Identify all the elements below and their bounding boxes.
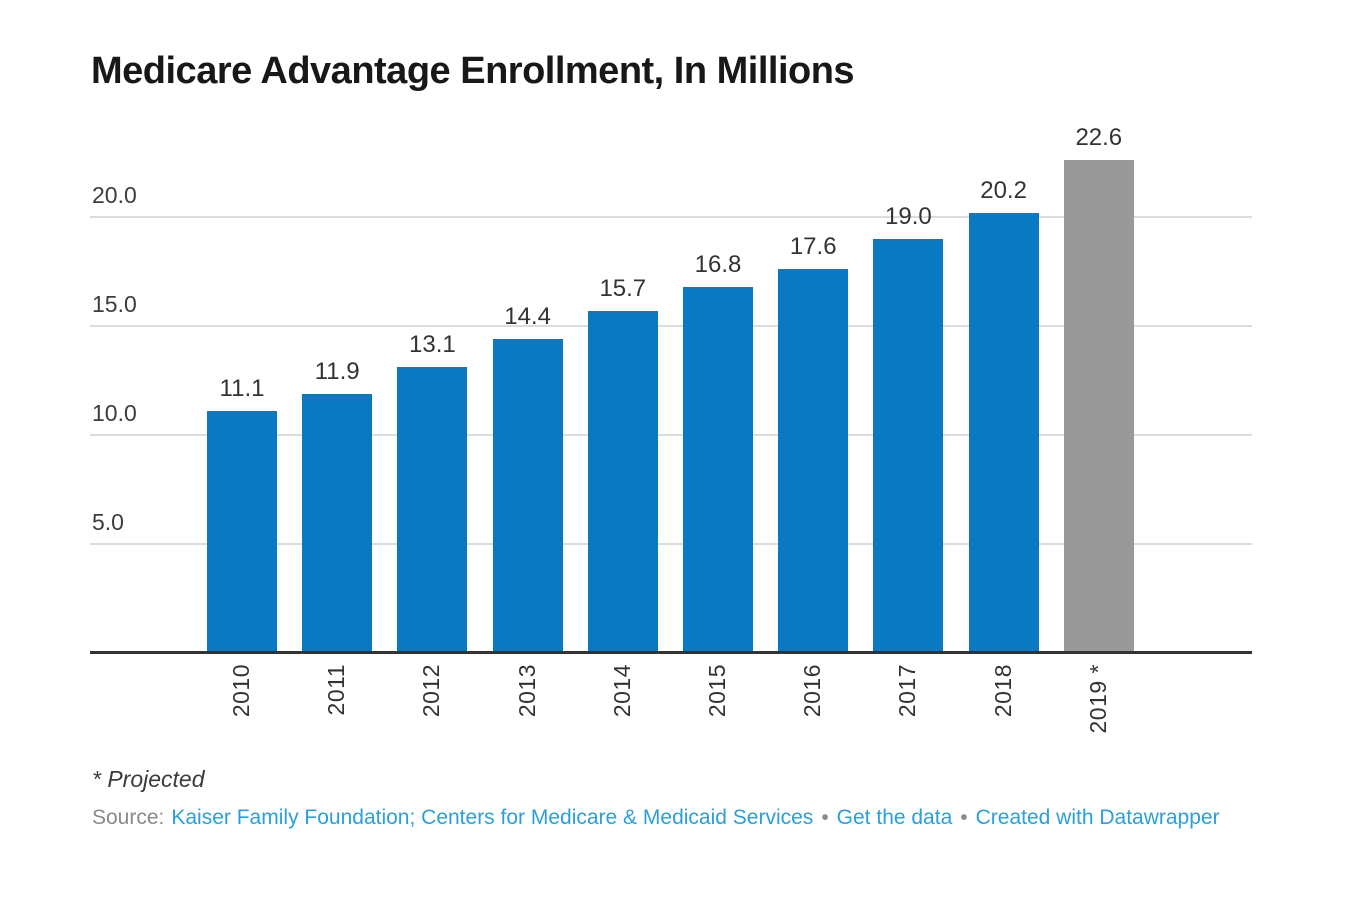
bar-2018 — [968, 213, 1039, 653]
separator-dot: • — [821, 806, 829, 829]
x-axis-tick-label: 2013 — [513, 664, 540, 718]
x-axis-tick-label: 2016 — [799, 664, 826, 718]
bar-2013 — [492, 339, 563, 653]
bar-value-label: 11.9 — [314, 358, 360, 385]
bar-value-label: 19.0 — [885, 203, 932, 230]
chart-title: Medicare Advantage Enrollment, In Millio… — [91, 50, 855, 92]
bar-2019-projected — [1063, 160, 1134, 653]
bar-value-label: 14.4 — [504, 303, 551, 330]
bar-value-label: 11.1 — [219, 375, 265, 402]
x-axis-tick-label: 2010 — [228, 664, 254, 718]
x-axis-tick-label: 2012 — [418, 664, 445, 718]
bar-value-label: 22.6 — [1075, 124, 1123, 151]
x-axis-line — [90, 651, 1252, 654]
x-axis-tick-label: 2019 * — [1084, 664, 1111, 734]
bar-value-label: 15.7 — [599, 275, 647, 302]
bar-2011 — [302, 394, 373, 653]
x-axis-tick-label: 2017 — [894, 664, 921, 718]
gridline-20.0 — [90, 216, 1252, 218]
gridline-10.0 — [90, 434, 1252, 436]
x-axis-tick-label: 2014 — [608, 664, 635, 718]
separator-dot: • — [960, 806, 968, 829]
bar-2016 — [778, 269, 849, 653]
source-line: Source: Kaiser Family Foundation; Centers… — [92, 806, 1220, 830]
bar-value-label: 17.6 — [789, 233, 837, 260]
bar-2017 — [873, 239, 944, 653]
x-axis-tick-label: 2011 — [323, 664, 350, 716]
bar-value-label: 20.2 — [980, 177, 1027, 204]
gridline-15.0 — [90, 325, 1252, 327]
y-axis-tick-label: 20.0 — [92, 182, 137, 208]
get-data-link[interactable]: Get the data — [836, 806, 953, 829]
bar-2012 — [397, 367, 468, 653]
y-axis-tick-label: 10.0 — [92, 400, 137, 426]
datawrapper-credit-link[interactable]: Created with Datawrapper — [975, 806, 1220, 829]
bar-value-label: 16.8 — [694, 251, 742, 278]
footnote-projected: * Projected — [92, 766, 205, 792]
source-link[interactable]: Kaiser Family Foundation; Centers for Me… — [171, 806, 814, 829]
x-axis-tick-label: 2015 — [704, 664, 730, 718]
plot-area: 5.0 10.0 15.0 20.0 11.1 2010 11.9 2011 13.1 2012 1… — [90, 124, 1252, 734]
x-axis-tick-label: 2018 — [989, 664, 1016, 718]
bar-2015 — [683, 287, 753, 653]
y-axis-tick-label: 15.0 — [92, 291, 137, 317]
bar-2014 — [587, 311, 658, 653]
bar-2010 — [207, 411, 277, 653]
source-label: Source: — [92, 806, 165, 829]
gridline-5.0 — [90, 543, 1252, 545]
y-axis-tick-label: 5.0 — [92, 509, 124, 535]
bar-value-label: 13.1 — [409, 331, 456, 358]
